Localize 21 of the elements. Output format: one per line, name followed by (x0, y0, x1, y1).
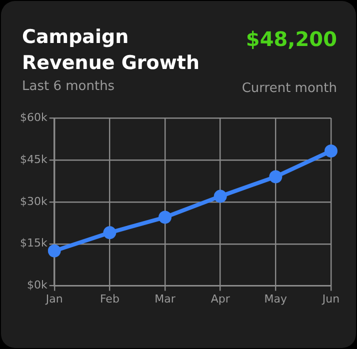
point (158, 210, 172, 224)
x-tick-label: Jan (44, 292, 63, 306)
x-tick-label: Feb (100, 292, 120, 306)
chart-subtitle: Last 6 months (22, 79, 115, 94)
x-tick-label: Apr (210, 292, 230, 306)
y-tick-label: $45k (20, 152, 48, 166)
y-tick-label: $60k (20, 110, 48, 124)
y-tick-label: $30k (20, 194, 48, 208)
point (103, 226, 116, 240)
point (214, 190, 227, 203)
point (48, 244, 61, 258)
point (269, 170, 282, 184)
text: $48,200 (246, 27, 337, 51)
x-tick-label: Mar (154, 292, 176, 306)
point (324, 144, 338, 158)
chart-title: Campaign Revenue Growth (22, 25, 201, 76)
text: Current month (242, 81, 337, 96)
x-tick-label: May (264, 292, 288, 306)
y-tick-label: $15k (20, 236, 48, 250)
y-tick-label: $0k (26, 278, 48, 292)
x-tick-label: Jun (321, 292, 340, 306)
